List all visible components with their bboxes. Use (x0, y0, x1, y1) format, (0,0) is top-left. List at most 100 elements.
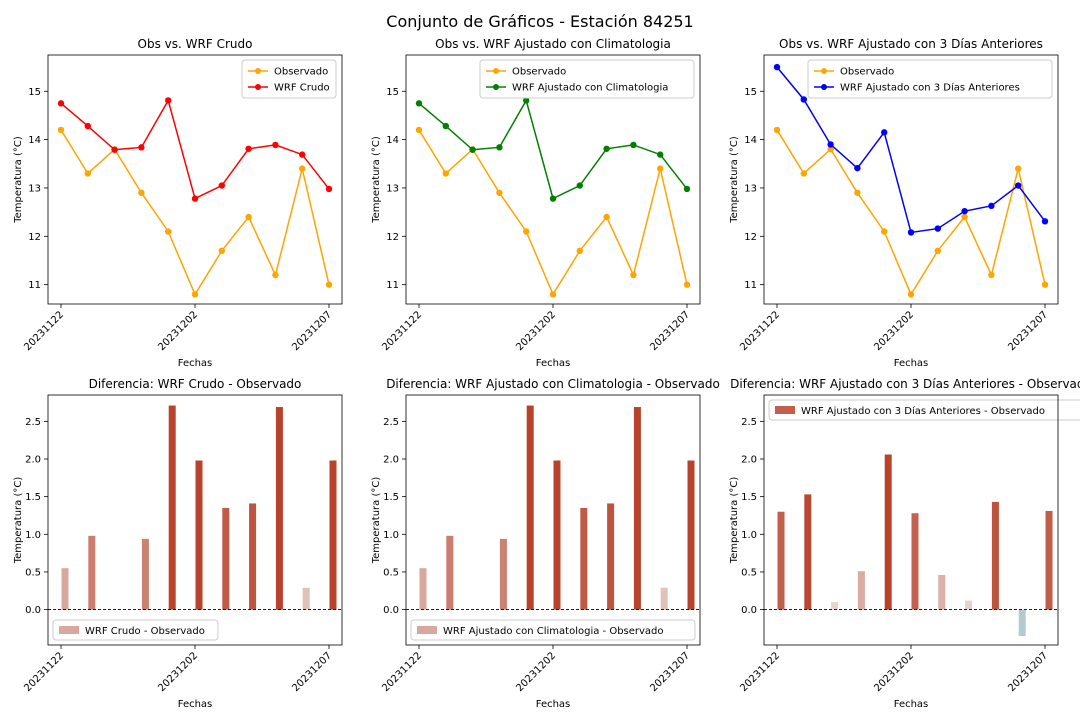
bar (831, 602, 839, 610)
y-tick-label: 1.0 (25, 530, 41, 541)
bar (419, 568, 427, 610)
y-tick-label: 13 (744, 183, 757, 194)
data-point (84, 122, 92, 130)
figure-suptitle: Conjunto de Gráficos - Estación 84251 (386, 12, 693, 31)
data-point (496, 144, 503, 151)
bar (275, 407, 283, 610)
data-point (907, 291, 915, 298)
data-point (603, 213, 610, 221)
y-tick-label: 15 (744, 87, 757, 98)
bar (884, 454, 892, 610)
legend: WRF Ajustado con 3 Días Anteriores - Obs… (768, 399, 1080, 421)
subplot-6: Diferencia: WRF Ajustado con 3 Días Ante… (729, 377, 1080, 710)
y-tick-label: 15 (28, 87, 41, 98)
bar (965, 600, 973, 610)
data-point (827, 141, 834, 148)
axes-frame (405, 394, 701, 646)
series-line (60, 98, 330, 200)
y-axis-label: Temperatura (°C) (13, 136, 24, 224)
y-tick-label: 12 (744, 232, 757, 243)
legend: Observado WRF Ajustado con Climatologia (479, 59, 695, 99)
bar (1045, 510, 1053, 610)
x-tick-label: 20231207 (1006, 309, 1050, 353)
axes-frame (47, 394, 343, 646)
bar (446, 535, 454, 610)
subplot-4: Diferencia: WRF Crudo - Observado 0.0 0.5 1… (13, 377, 343, 710)
bar (168, 405, 176, 610)
y-tick-label: 0.0 (383, 605, 399, 616)
bar (195, 460, 203, 610)
subplot-title: Diferencia: WRF Crudo - Observado (89, 377, 302, 391)
data-point (961, 207, 968, 215)
data-point (603, 145, 610, 152)
y-tick-label: 2.0 (25, 455, 41, 466)
data-point (549, 291, 557, 298)
data-point (165, 97, 172, 104)
data-point (961, 213, 968, 221)
x-axis-label: Fechas (894, 699, 929, 710)
x-tick-label: 20231202 (514, 309, 558, 353)
x-axis-label: Fechas (178, 358, 213, 369)
data-point (469, 146, 476, 153)
x-tick-label: 20231202 (872, 650, 916, 694)
data-point (800, 96, 807, 103)
legend-swatch (59, 626, 79, 634)
x-axis-label: Fechas (536, 358, 571, 369)
y-tick-label: 12 (28, 232, 41, 243)
series-line (60, 129, 330, 296)
axes-frame (763, 394, 1059, 646)
data-point (84, 170, 92, 177)
subplot-2: Obs vs. WRF Ajustado con Climatologia 11 1… (371, 37, 701, 369)
data-point (138, 189, 145, 196)
x-tick-label: 20231207 (648, 650, 692, 694)
legend-label: Observado (274, 67, 328, 78)
axes-frame (405, 54, 701, 305)
legend-label: WRF Ajustado con Climatologia (512, 83, 668, 94)
data-point (773, 63, 781, 71)
legend-label: Observado (840, 67, 894, 78)
x-tick-label: 20231207 (290, 650, 334, 694)
legend-frame (807, 59, 1053, 99)
subplot-title: Obs vs. WRF Ajustado con 3 Días Anterior… (779, 37, 1043, 51)
y-axis-label: Temperatura (°C) (371, 136, 382, 224)
y-tick-label: 1.0 (383, 530, 399, 541)
subplot-3: Obs vs. WRF Ajustado con 3 Días Anterior… (729, 37, 1059, 369)
x-tick-label: 20231122 (738, 650, 782, 694)
bar (857, 571, 865, 610)
series-line (418, 129, 688, 296)
y-tick-label: 0.5 (741, 567, 757, 578)
data-point (165, 228, 172, 235)
data-point (683, 185, 691, 193)
data-point (325, 281, 333, 288)
data-point (881, 228, 888, 235)
y-axis-label: Temperatura (°C) (371, 477, 382, 565)
bar (804, 494, 812, 610)
x-tick-label: 20231202 (156, 650, 200, 694)
bar (302, 587, 310, 610)
data-point (773, 126, 781, 134)
y-tick-label: 12 (386, 232, 399, 243)
bar (249, 503, 257, 610)
data-point (272, 271, 279, 279)
data-point (111, 146, 118, 153)
y-tick-label: 14 (386, 135, 399, 146)
data-point (218, 182, 225, 189)
y-tick-label: 11 (28, 280, 41, 291)
data-point (881, 129, 888, 136)
legend-label: Observado (512, 67, 566, 78)
data-point (299, 165, 306, 172)
x-tick-label: 20231202 (156, 309, 200, 353)
bar (222, 507, 230, 610)
y-tick-label: 0.5 (383, 567, 399, 578)
data-point (138, 144, 145, 151)
bar (1018, 609, 1026, 636)
y-axis-label: Temperatura (°C) (13, 477, 24, 565)
subplot-title: Obs vs. WRF Crudo (138, 37, 253, 51)
data-point (523, 97, 530, 104)
y-tick-label: 15 (386, 87, 399, 98)
data-point (1015, 182, 1022, 189)
y-tick-label: 1.5 (383, 492, 399, 503)
data-point (415, 126, 423, 134)
x-tick-label: 20231202 (514, 650, 558, 694)
data-point (57, 126, 65, 134)
